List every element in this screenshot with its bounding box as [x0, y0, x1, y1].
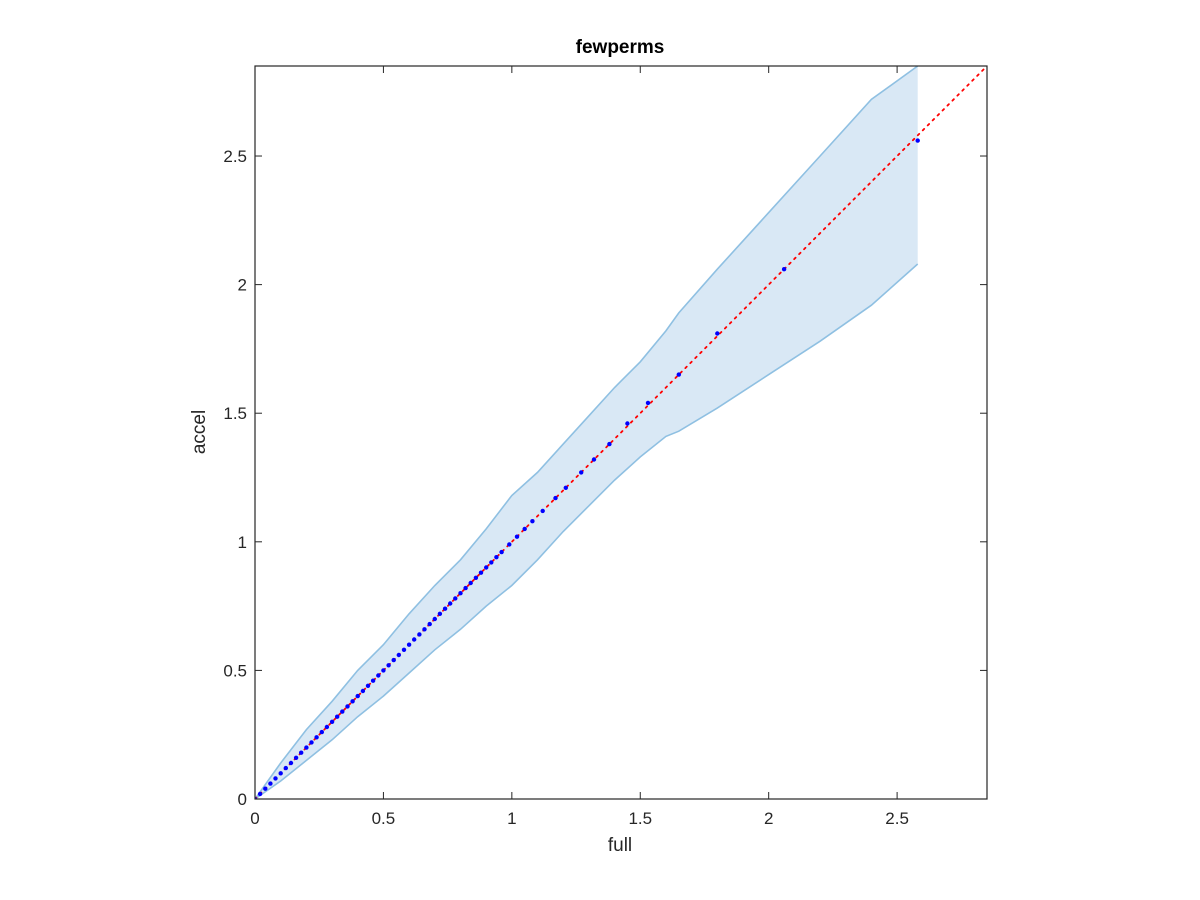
y-tick-label: 0: [238, 790, 247, 809]
data-point: [391, 657, 396, 663]
data-point: [437, 611, 443, 616]
data-point: [396, 652, 401, 658]
data-point: [427, 621, 432, 627]
y-tick-label: 1: [238, 533, 247, 552]
band-upper-edge: [255, 66, 919, 799]
data-point: [309, 740, 314, 745]
axes-box: [254, 65, 988, 800]
y-axis-label: accel: [189, 410, 210, 454]
data-point: [442, 606, 448, 611]
x-tick-label: 2.5: [885, 809, 909, 828]
x-tick-label: 0.5: [372, 809, 396, 828]
data-point: [319, 729, 324, 735]
data-point: [370, 678, 376, 683]
data-point: [489, 560, 494, 565]
band-lower-edge: [255, 263, 919, 799]
data-point: [448, 601, 453, 606]
data-point: [293, 755, 299, 760]
data-point: [417, 632, 422, 637]
data-point: [507, 542, 512, 547]
data-point: [350, 699, 355, 704]
data-point: [458, 591, 463, 596]
data-point: [645, 400, 651, 406]
data-point: [406, 642, 412, 647]
data-point: [273, 776, 278, 781]
data-point: [329, 719, 335, 724]
data-point: [591, 457, 597, 462]
data-point: [360, 688, 366, 694]
data-point: [299, 750, 304, 755]
data-point: [283, 765, 288, 771]
data-point: [468, 580, 473, 586]
data-point: [355, 693, 360, 699]
data-point: [676, 372, 681, 377]
data-point: [625, 421, 630, 426]
data-point: [324, 724, 330, 730]
data-point: [563, 485, 568, 490]
y-tick-label: 2: [238, 276, 247, 295]
data-point: [386, 663, 391, 668]
x-axis-label: full: [608, 835, 632, 856]
data-point: [376, 673, 381, 678]
data-point: [432, 616, 437, 622]
data-point: [412, 637, 417, 642]
data-point: [522, 526, 527, 532]
data-point: [340, 709, 345, 714]
data-point: [494, 555, 499, 560]
data-point: [553, 495, 558, 501]
plot-area: 0 0.5 1 1.5 2 2.5 0 0.5 1 1.5 2 2.5: [223, 65, 988, 828]
data-point: [422, 627, 427, 632]
data-point: [381, 668, 386, 673]
data-point: [335, 714, 340, 719]
data-point: [463, 585, 468, 591]
data-point: [257, 791, 263, 797]
y-tick-label: 0.5: [223, 661, 247, 680]
x-tick-label: 1.5: [628, 809, 652, 828]
data-point: [278, 771, 283, 776]
series-group: [255, 66, 987, 799]
data-point: [607, 441, 612, 447]
data-point: [263, 786, 268, 791]
data-point: [540, 508, 545, 514]
y-tick-label: 2.5: [223, 147, 247, 166]
data-point: [530, 519, 535, 524]
data-point: [715, 331, 720, 336]
data-point: [473, 575, 479, 580]
y-tick-label: 1.5: [223, 404, 247, 423]
data-point: [365, 683, 371, 688]
data-point: [314, 735, 319, 740]
data-point: [514, 534, 520, 539]
x-tick-label: 0: [250, 809, 259, 828]
data-point: [781, 267, 787, 272]
data-point: [453, 596, 458, 601]
band-fill: [255, 66, 918, 799]
data-point: [579, 470, 584, 475]
data-point: [478, 570, 484, 575]
data-point: [915, 138, 920, 143]
chart-title: fewperms: [576, 37, 665, 58]
data-point: [401, 647, 407, 652]
x-tick-label: 1: [507, 809, 516, 828]
data-point: [345, 704, 350, 709]
reference-line: [255, 66, 987, 799]
data-point: [484, 565, 489, 570]
data-point: [268, 781, 273, 786]
data-point: [304, 745, 309, 750]
data-point: [499, 549, 504, 555]
x-tick-label: 2: [764, 809, 773, 828]
data-point: [288, 760, 294, 766]
